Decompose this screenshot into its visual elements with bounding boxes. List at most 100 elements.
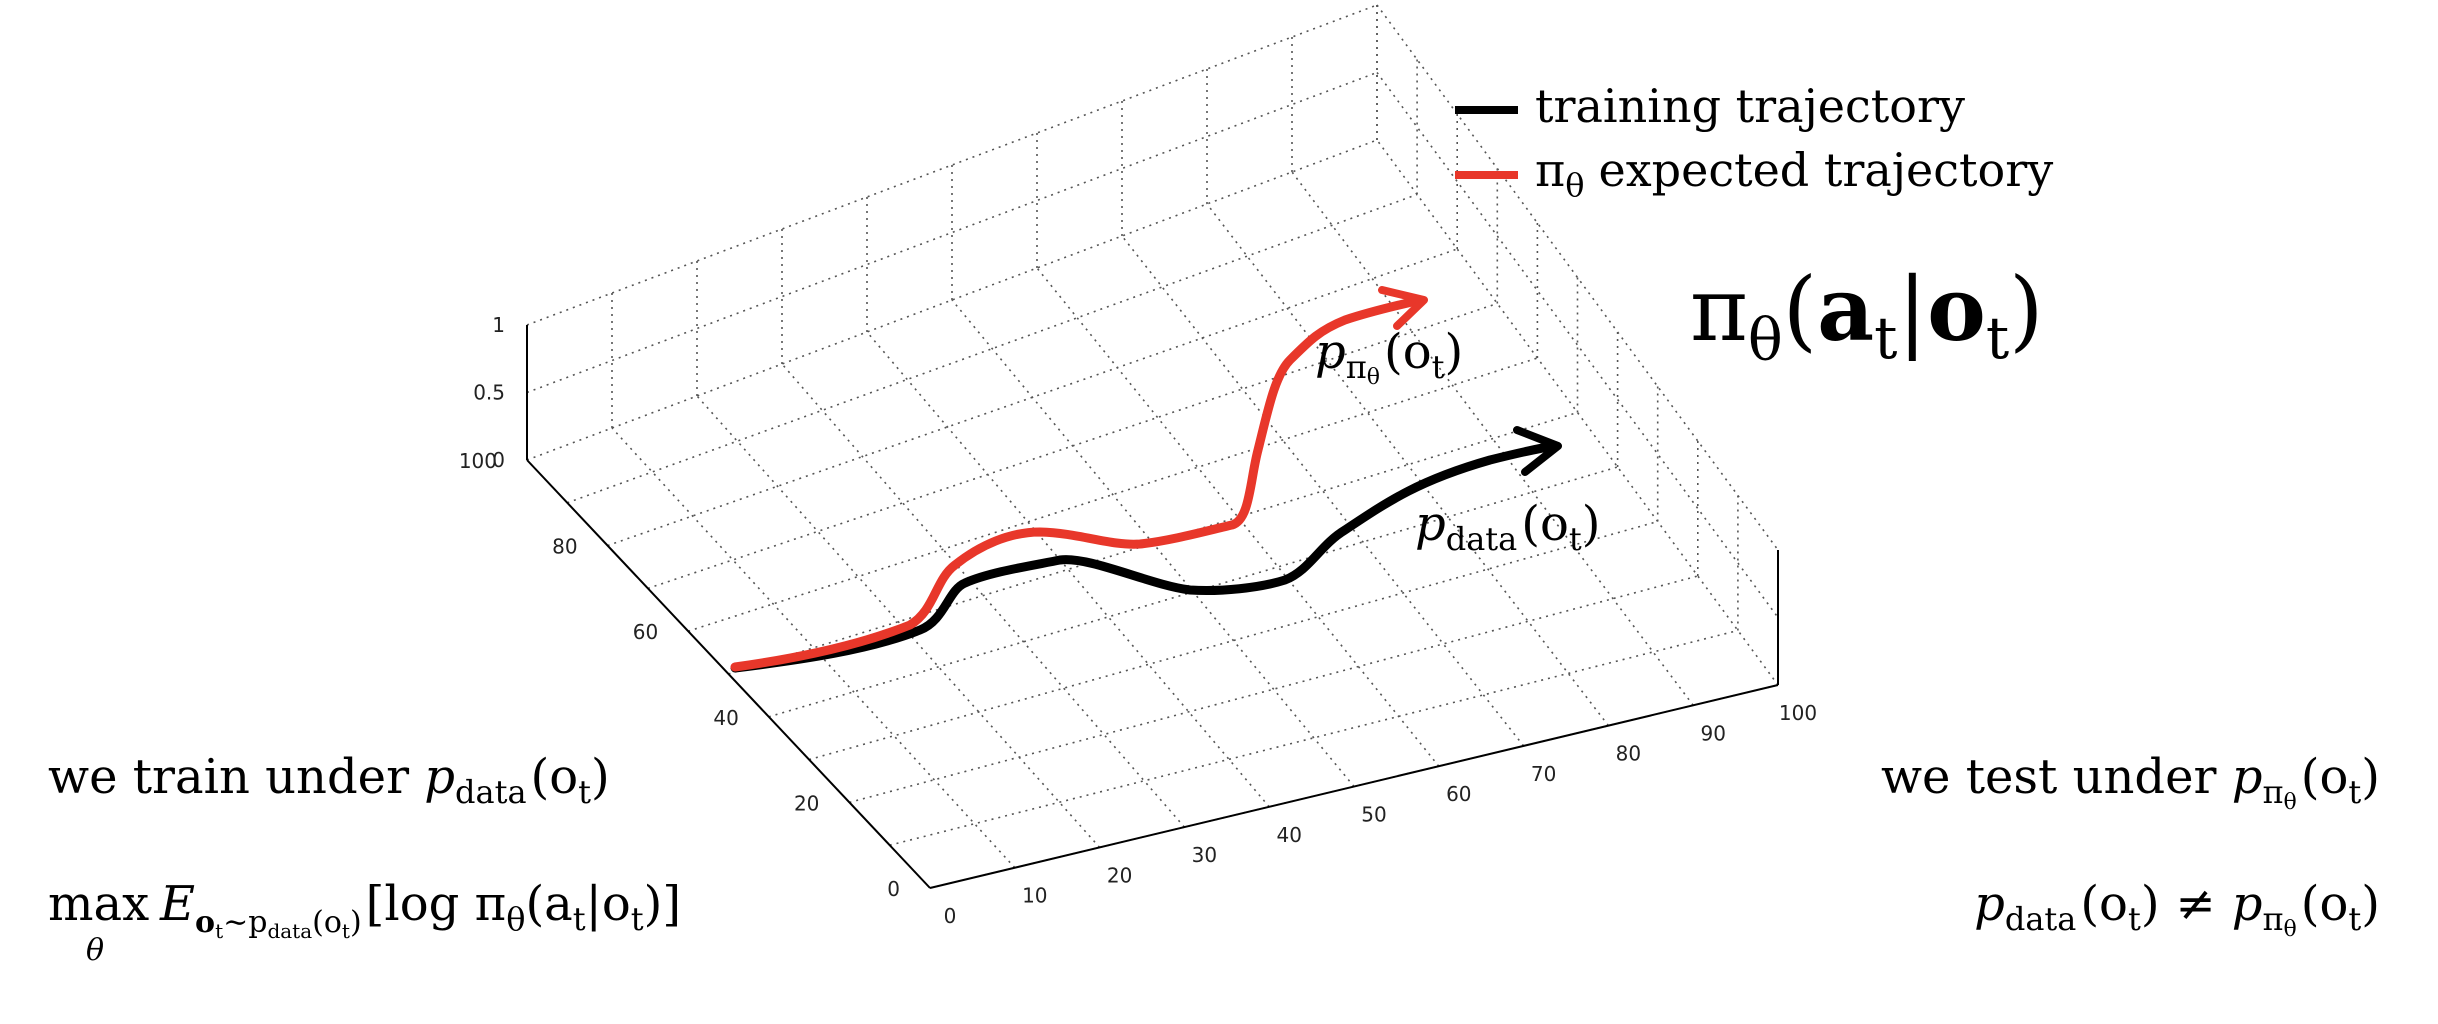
ineq-theta: θ — [2284, 917, 2297, 942]
legend-pi: π — [1535, 143, 1565, 197]
train-close: ) — [591, 749, 610, 805]
grid-line-8 — [866, 331, 1270, 808]
objective-bracket-t2: t — [631, 900, 644, 938]
black-label-t: t — [1569, 520, 1582, 558]
objective-E-sub-data: data — [267, 919, 312, 943]
test-under-text: we test under pπθ(ot) — [1881, 749, 2380, 815]
y-tick-100: 100 — [459, 449, 497, 473]
red-label-t: t — [1432, 348, 1445, 386]
black-label-p: p — [1415, 496, 1446, 552]
legend-theta: θ — [1565, 166, 1584, 204]
test-args: (o — [2301, 749, 2349, 805]
x-tick-10: 10 — [1022, 884, 1047, 908]
x-axis-ticks: 0 10 20 30 40 50 60 70 80 90 100 — [944, 701, 1817, 928]
objective-E-sub-t: t — [215, 919, 223, 943]
z-tick-0.5: 0.5 — [473, 381, 505, 405]
objective-bracket-bar: |o — [586, 876, 631, 932]
test-close: ) — [2361, 749, 2380, 805]
ineq-p1: p — [1974, 876, 2005, 932]
objective-E-sub-o: o — [195, 905, 215, 940]
test-t: t — [2348, 773, 2361, 811]
legend-label-training: training trajectory — [1535, 79, 1965, 133]
x-tick-100: 100 — [1779, 701, 1817, 725]
grid-line-12 — [1036, 267, 1440, 767]
3d-grid-box — [526, 4, 1779, 889]
ineq-close2: ) — [2361, 876, 2380, 932]
grid-line-4 — [696, 395, 1101, 848]
policy-t2: t — [1986, 304, 2009, 372]
train-under-text: we train under pdata(ot) — [48, 749, 610, 811]
grid-line-21 — [526, 139, 1378, 461]
objective-max-theta: θ — [86, 933, 104, 968]
objective-E-sub-close: ) — [350, 905, 362, 940]
grid-line-17 — [607, 248, 1458, 547]
red-label-theta: θ — [1367, 365, 1380, 390]
y-tick-40: 40 — [713, 706, 738, 730]
grid-line-47 — [1376, 4, 1779, 551]
grid-line-20 — [1376, 139, 1779, 686]
ineq-pi: π — [2263, 900, 2284, 938]
policy-notation: πθ(at|ot) — [1690, 257, 2043, 374]
objective-bracket-t1: t — [573, 900, 586, 938]
expected-trajectory-arrowhead — [1378, 286, 1428, 330]
x-tick-80: 80 — [1616, 742, 1641, 766]
policy-close: ) — [2009, 258, 2043, 361]
train-args: (o — [531, 749, 579, 805]
train-p: p — [424, 749, 455, 805]
grid-line-2 — [611, 427, 1016, 869]
grid-line-14 — [1121, 235, 1525, 747]
ineq-args1: (o — [2080, 876, 2128, 932]
grid-line-13 — [687, 357, 1538, 632]
red-label-p: p — [1315, 324, 1346, 380]
y-tick-80: 80 — [552, 535, 577, 559]
ineq-p2: p — [2232, 876, 2263, 932]
legend-expected-text: expected trajectory — [1599, 143, 2054, 197]
test-pi: π — [2263, 773, 2284, 811]
y-tick-60: 60 — [633, 620, 658, 644]
objective-E: E — [159, 876, 195, 932]
legend: training trajectory πθ expected trajector… — [1455, 79, 2053, 204]
objective-bracket: [log π — [366, 876, 507, 932]
objective-bracket-theta: θ — [506, 900, 525, 938]
policy-open: ( — [1783, 258, 1817, 361]
x-tick-70: 70 — [1531, 762, 1556, 786]
red-curve-label: pπθ(ot) — [1315, 324, 1463, 390]
objective-bracket-args: (a — [525, 876, 572, 932]
objective-E-sub-args-t: t — [342, 919, 350, 943]
ineq-neq: ≠ — [2176, 876, 2216, 932]
test-p: p — [2232, 749, 2263, 805]
objective-bracket-close: )] — [644, 876, 681, 932]
train-prefix: we train under — [48, 749, 424, 805]
train-data: data — [455, 773, 527, 811]
policy-t1: t — [1874, 304, 1897, 372]
grid-line-33 — [526, 71, 1378, 394]
policy-o: o — [1927, 257, 1986, 361]
red-label-args: (o — [1384, 324, 1432, 380]
objective-max: max — [48, 876, 149, 932]
policy-a: a — [1817, 257, 1874, 361]
black-label-close: ) — [1582, 496, 1601, 552]
grid-line-6 — [781, 363, 1186, 828]
train-t: t — [578, 773, 591, 811]
x-tick-0: 0 — [944, 904, 957, 928]
ineq-t2: t — [2348, 900, 2361, 938]
test-theta: θ — [2284, 790, 2297, 815]
x-tick-60: 60 — [1446, 782, 1471, 806]
expected-trajectory-curve — [730, 295, 1425, 672]
training-trajectory-curve — [730, 441, 1560, 673]
objective-E-sub-rest: ∼p — [223, 905, 267, 940]
grid-line-3 — [889, 629, 1739, 846]
z-tick-1: 1 — [492, 313, 505, 337]
grid-line-46 — [1376, 72, 1779, 618]
y-tick-0: 0 — [887, 877, 900, 901]
red-label-close: ) — [1445, 324, 1464, 380]
x-tick-20: 20 — [1107, 863, 1132, 887]
policy-bar: | — [1897, 258, 1927, 361]
black-label-args: (o — [1521, 496, 1569, 552]
legend-label-expected: πθ expected trajectory — [1535, 143, 2053, 204]
training-trajectory-arrowhead — [1513, 426, 1562, 476]
grid-line-11 — [728, 411, 1578, 675]
ineq-data: data — [2005, 900, 2077, 938]
objective-E-sub-args: (o — [312, 905, 342, 940]
